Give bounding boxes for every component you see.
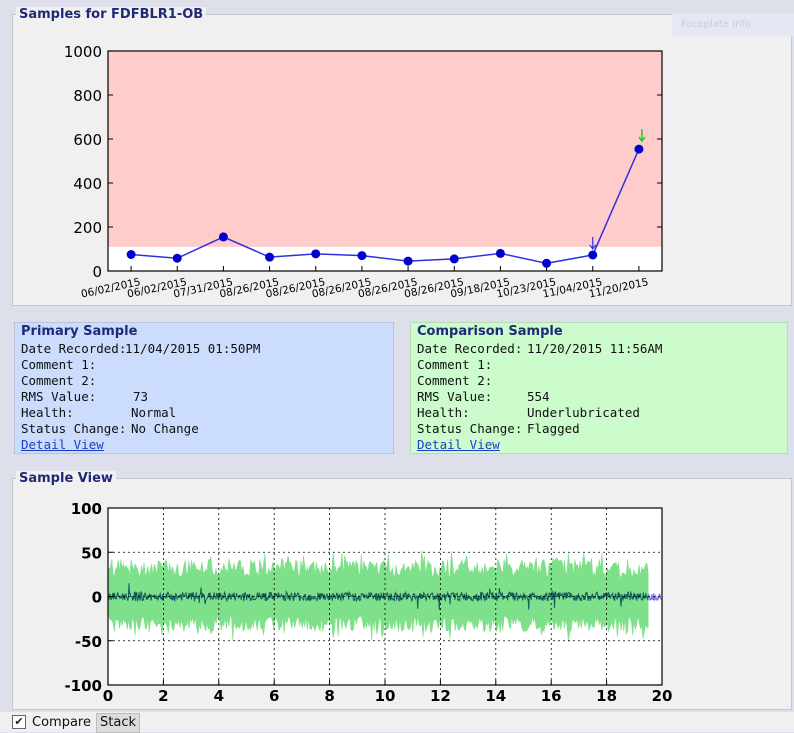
primary-sample-title: Primary Sample [21,324,138,339]
samples-trend-chart[interactable]: 0200400600800100006/02/201506/02/201507/… [0,0,794,305]
primary-rms-value: 73 [133,389,149,404]
comparison-rms-value: 554 [527,389,550,404]
comparison-comment1-label: Comment 1: [417,357,493,372]
sample-view-title: Sample View [16,471,116,487]
y-tick-label: 1000 [64,43,102,61]
comparison-detail-view-link[interactable]: Detail View [417,437,500,452]
y-tick-label: 400 [73,175,102,193]
data-point [495,248,505,258]
data-point [311,249,321,259]
comparison-comment2-label: Comment 2: [417,373,493,388]
comparison-date-label: Date Recorded: [417,341,523,356]
data-point [403,256,413,266]
primary-status-value: No Change [131,421,199,436]
primary-sample-box: Primary Sample Date Recorded: 11/04/2015 … [14,322,394,454]
primary-health-label: Health: [21,405,74,420]
data-point [542,258,552,268]
alert-region [108,51,662,247]
data-point [357,251,367,261]
primary-rms-label: RMS Value: [21,389,97,404]
data-point [172,253,182,263]
comparison-status-value: Flagged [527,421,580,436]
data-point [634,144,644,154]
data-point [588,250,598,260]
plot-frame [107,50,663,272]
comparison-health-value: Underlubricated [527,405,640,420]
primary-status-label: Status Change: [21,421,127,436]
compare-label: Compare [32,715,91,730]
primary-marker [589,236,597,250]
comparison-sample-box: Comparison Sample Date Recorded: 11/20/20… [410,322,788,454]
comparison-health-label: Health: [417,405,470,420]
series-line [131,148,640,265]
primary-detail-view-link[interactable]: Detail View [21,437,104,452]
data-point [218,232,228,242]
faceplate-tab-label: Faceplate Info [681,19,752,30]
comparison-status-label: Status Change: [417,421,523,436]
primary-date-label: Date Recorded: [21,341,127,356]
sample-view-panel [12,478,792,710]
y-tick-label: 600 [73,131,102,149]
data-point [265,252,275,262]
comparison-date-value: 11/20/2015 11:56AM [527,341,663,356]
data-point [126,250,136,259]
primary-comment2-label: Comment 2: [21,373,97,388]
y-tick-label: 800 [73,87,102,105]
primary-date-value: 11/04/2015 01:50PM [125,341,261,356]
primary-comment1-label: Comment 1: [21,357,97,372]
data-point [449,254,459,264]
primary-health-value: Normal [131,405,177,420]
comparison-marker [638,129,646,143]
stack-button[interactable]: Stack [96,713,140,733]
bottom-controls: ✔ Compare Stack [0,712,794,733]
y-tick-label: 0 [92,263,102,281]
faceplate-tab[interactable]: Faceplate Info [672,14,794,36]
compare-checkbox[interactable]: ✔ [12,715,26,729]
comparison-rms-label: RMS Value: [417,389,493,404]
samples-panel-title: Samples for FDFBLR1-OB [16,7,207,23]
y-tick-label: 200 [73,219,102,237]
comparison-sample-title: Comparison Sample [417,324,563,339]
